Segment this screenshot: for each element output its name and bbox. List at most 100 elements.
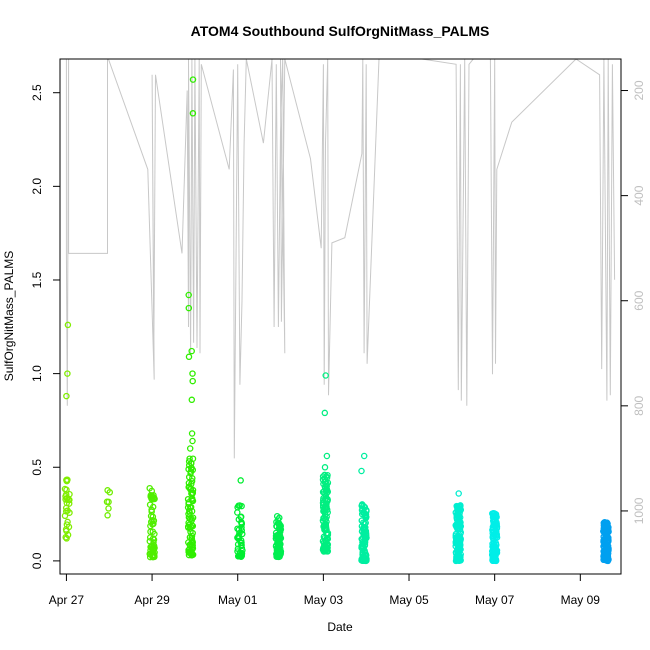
data-point	[456, 540, 463, 547]
data-point	[185, 304, 193, 312]
x-tick-label: May 09	[561, 593, 601, 607]
data-point	[453, 525, 461, 532]
data-point	[274, 538, 282, 546]
data-point	[238, 527, 246, 534]
data-point	[185, 473, 193, 481]
data-point	[453, 514, 460, 521]
data-point	[319, 537, 327, 545]
data-point	[151, 553, 158, 561]
data-point	[489, 526, 496, 534]
data-point	[235, 533, 243, 541]
data-point	[188, 430, 196, 437]
data-point	[238, 541, 245, 549]
data-point	[601, 535, 609, 543]
data-point	[185, 539, 192, 546]
data-point	[320, 544, 327, 551]
data-point	[186, 507, 193, 514]
data-point	[237, 477, 244, 484]
data-point	[360, 509, 367, 516]
x-tick-label: May 03	[304, 593, 344, 607]
data-point	[362, 530, 370, 537]
right-tick-label: 200	[632, 80, 646, 100]
data-point	[148, 494, 156, 501]
data-point	[491, 550, 499, 558]
data-point	[493, 541, 500, 549]
data-point	[185, 291, 192, 299]
data-point	[149, 545, 156, 552]
y-tick-label: 1.0	[30, 365, 44, 382]
data-point	[491, 510, 498, 518]
data-point	[189, 489, 197, 496]
data-point	[235, 552, 243, 560]
y-axis: 0.0 0.5 1.0 1.5 2.0 2.5	[30, 84, 61, 569]
data-point	[453, 502, 460, 510]
data-point	[188, 507, 196, 515]
right-tick-label: 1000	[632, 497, 646, 524]
data-point	[188, 396, 196, 404]
data-point	[601, 523, 608, 531]
data-point	[189, 76, 197, 83]
data-point	[63, 392, 70, 400]
data-point	[323, 486, 331, 494]
data-point	[105, 505, 112, 512]
data-point	[62, 496, 69, 503]
data-point	[189, 437, 196, 445]
data-point	[189, 475, 196, 482]
data-point	[188, 551, 196, 559]
right-tick-label: 400	[632, 185, 646, 205]
right-tick-label: 600	[632, 290, 646, 310]
plot-frame	[59, 58, 622, 575]
data-point	[321, 475, 328, 483]
data-point	[361, 549, 369, 557]
data-point	[188, 532, 196, 540]
right-tick-label: 800	[632, 395, 646, 415]
data-point	[234, 541, 242, 548]
data-point	[189, 110, 197, 117]
data-point	[185, 500, 192, 508]
data-point	[360, 452, 368, 460]
data-point	[149, 517, 156, 524]
data-point	[148, 543, 156, 550]
y-tick-label: 2.5	[30, 84, 44, 101]
data-point	[322, 372, 329, 379]
y-tick-label: 0.5	[30, 459, 44, 476]
data-point	[323, 452, 331, 460]
data-point	[360, 544, 367, 551]
data-point	[64, 370, 71, 377]
data-point	[273, 553, 280, 560]
data-point	[235, 502, 242, 509]
data-point	[323, 506, 331, 513]
data-point	[149, 513, 157, 521]
data-point	[62, 526, 70, 533]
data-point	[63, 486, 70, 494]
data-point	[457, 529, 465, 536]
y-axis-label: SulfOrgNitMass_PALMS	[2, 251, 16, 381]
data-point	[493, 520, 500, 528]
data-point	[455, 490, 462, 497]
y-tick-label: 2.0	[30, 178, 44, 195]
data-point	[63, 535, 70, 542]
data-point	[457, 519, 464, 526]
data-point	[188, 347, 195, 355]
data-point	[322, 526, 330, 533]
data-point	[104, 512, 111, 519]
x-axis: Apr 27 Apr 29 May 01 May 03 May 05 May 07 May …	[49, 573, 601, 607]
data-point	[321, 409, 329, 417]
data-point	[63, 477, 71, 485]
x-tick-label: May 05	[389, 593, 429, 607]
data-point	[64, 321, 72, 329]
data-point	[66, 509, 73, 516]
data-point	[106, 489, 114, 496]
data-point	[150, 536, 158, 543]
right-axis: 200 400 600 800 1000	[620, 80, 646, 524]
data-point	[186, 521, 193, 528]
x-tick-label: Apr 29	[134, 593, 170, 607]
data-point	[273, 512, 281, 520]
data-point	[360, 502, 367, 510]
data-point	[64, 531, 72, 539]
data-point	[62, 504, 70, 512]
data-point	[238, 524, 245, 531]
data-point	[601, 555, 608, 562]
data-point	[323, 513, 330, 521]
